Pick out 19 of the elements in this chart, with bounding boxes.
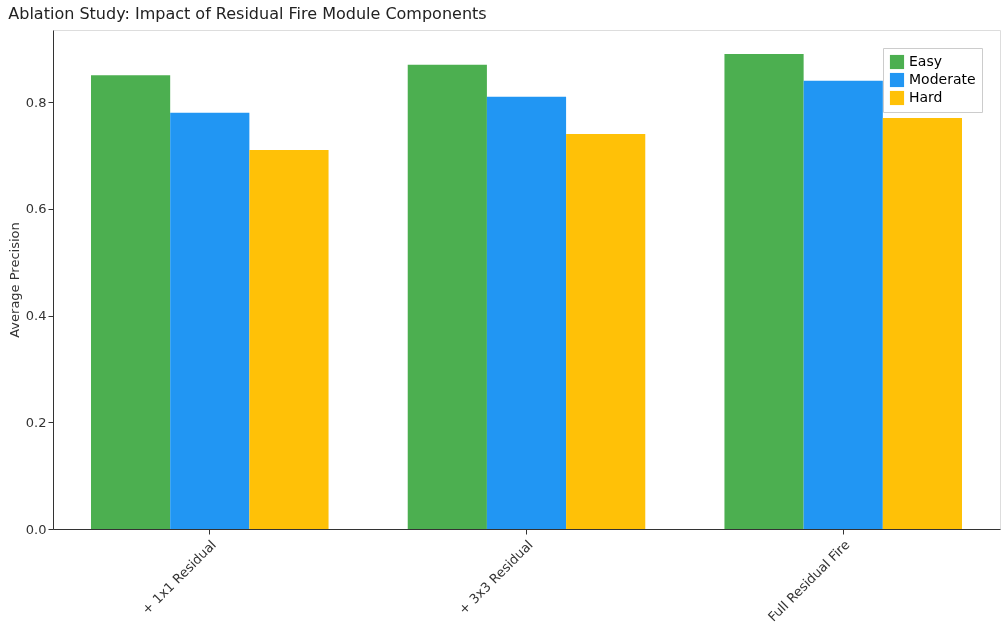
y-tick-label: 0.6 — [25, 201, 47, 217]
bar — [91, 75, 171, 529]
y-tick-label: 0.4 — [25, 308, 47, 324]
bar — [803, 80, 883, 529]
bar — [724, 54, 804, 529]
bar — [249, 150, 329, 529]
y-tick-label: 0.8 — [25, 94, 47, 110]
chart-title: Ablation Study: Impact of Residual Fire Module Components — [8, 4, 487, 23]
bar — [170, 112, 250, 529]
legend-label: Moderate — [909, 71, 976, 87]
bar — [882, 118, 962, 529]
y-axis-title: Average Precision — [6, 222, 22, 338]
y-tick-label: 0.2 — [25, 414, 47, 430]
legend-label: Easy — [909, 53, 943, 69]
y-tick-label: 0.0 — [25, 521, 47, 537]
bar — [566, 134, 646, 529]
bar — [486, 96, 567, 529]
bar — [407, 64, 487, 529]
legend-label: Hard — [909, 89, 943, 105]
